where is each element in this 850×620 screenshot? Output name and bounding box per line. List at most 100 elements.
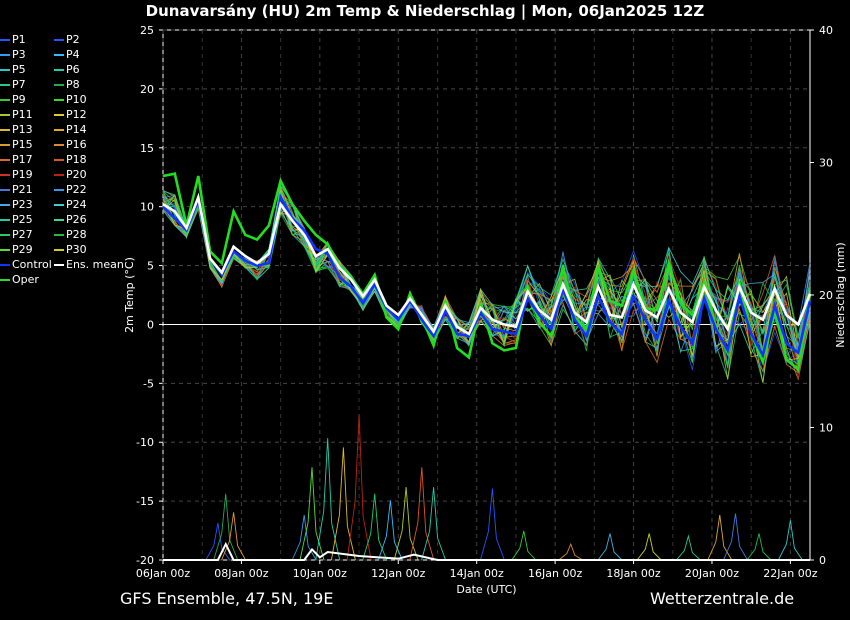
legend-label: Control <box>12 258 52 271</box>
y2-tick-label: 0 <box>819 554 826 567</box>
legend-swatch <box>0 249 10 251</box>
legend-swatch <box>0 99 10 101</box>
x-tick-label: 18Jan 00z <box>606 567 660 580</box>
y-tick-label: -20 <box>136 554 154 567</box>
legend-item: P24 <box>54 197 87 212</box>
precip-member-line <box>315 438 341 561</box>
y-tick-label: -15 <box>136 495 154 508</box>
y-tick-label: 15 <box>140 142 154 155</box>
legend-label: P13 <box>12 123 33 136</box>
legend-label: P7 <box>12 78 26 91</box>
y2-tick-label: 10 <box>819 422 833 435</box>
legend-label: P14 <box>66 123 87 136</box>
y-tick-label: 5 <box>147 260 154 273</box>
legend-item: P8 <box>54 77 80 92</box>
legend-swatch <box>0 234 10 236</box>
legend-item: P6 <box>54 62 80 77</box>
x-axis-label: Date (UTC) <box>456 583 516 596</box>
legend-item: Ens. mean <box>54 257 124 272</box>
precip-member-line <box>330 447 356 561</box>
precip-member-line <box>213 493 239 561</box>
control-line <box>162 193 812 359</box>
legend-swatch <box>54 39 64 41</box>
y-tick-label: 0 <box>147 318 154 331</box>
legend-label: P9 <box>12 93 26 106</box>
legend-item: P19 <box>0 167 33 182</box>
precip-member-line <box>409 467 435 561</box>
legend-swatch <box>54 174 64 176</box>
precip-member-line <box>636 533 662 561</box>
legend-swatch <box>54 69 64 71</box>
legend-swatch <box>0 69 10 71</box>
legend-swatch <box>54 144 64 146</box>
footer-site: Wetterzentrale.de <box>650 589 795 608</box>
precip-member-line <box>377 500 403 561</box>
member-line <box>162 185 811 371</box>
legend-item: P15 <box>0 137 33 152</box>
precip-mean-line <box>163 541 810 561</box>
legend-item: P5 <box>0 62 26 77</box>
legend-label: P20 <box>66 168 87 181</box>
legend-item: P2 <box>54 32 80 47</box>
legend-swatch <box>0 159 10 161</box>
legend-swatch <box>54 114 64 116</box>
legend-swatch <box>54 264 64 266</box>
legend-swatch <box>54 129 64 131</box>
legend-swatch <box>0 279 10 281</box>
legend-item: P7 <box>0 77 26 92</box>
x-tick-label: 20Jan 00z <box>685 567 739 580</box>
legend-swatch <box>54 189 64 191</box>
x-tick-label: 14Jan 00z <box>450 567 504 580</box>
legend-label: P16 <box>66 138 87 151</box>
member-line <box>162 190 811 383</box>
legend-swatch <box>0 144 10 146</box>
legend-item: P10 <box>54 92 87 107</box>
legend-item: P9 <box>0 92 26 107</box>
y-tick-label: 10 <box>140 201 154 214</box>
precip-member-line <box>479 488 505 561</box>
legend-item: P17 <box>0 152 33 167</box>
y-tick-label: -10 <box>136 436 154 449</box>
legend-item: P16 <box>54 137 87 152</box>
legend-item: P3 <box>0 47 26 62</box>
precip-member-line <box>299 467 325 561</box>
legend-item: P29 <box>0 242 33 257</box>
legend-swatch <box>0 129 10 131</box>
member-line <box>162 197 811 383</box>
legend-label: P10 <box>66 93 87 106</box>
legend-label: P28 <box>66 228 87 241</box>
legend-label: Oper <box>12 273 39 286</box>
legend-swatch <box>0 39 10 41</box>
legend-label: P2 <box>66 33 80 46</box>
legend-swatch <box>0 54 10 56</box>
precip-member-line <box>511 530 537 561</box>
legend-item: P12 <box>54 107 87 122</box>
legend-item: P21 <box>0 182 33 197</box>
legend-label: P1 <box>12 33 26 46</box>
precip-member-line <box>421 487 447 561</box>
legend-item: P27 <box>0 227 33 242</box>
precip-member-line <box>707 514 733 561</box>
oper-line <box>162 172 812 372</box>
legend-item: P22 <box>54 182 87 197</box>
precip-member-line <box>205 522 231 561</box>
legend-label: P19 <box>12 168 33 181</box>
legend-item: P26 <box>54 212 87 227</box>
legend-label: P23 <box>12 198 33 211</box>
legend-label: P17 <box>12 153 33 166</box>
legend-swatch <box>0 114 10 116</box>
y-tick-label: 25 <box>140 24 154 37</box>
legend-label: P21 <box>12 183 33 196</box>
legend-label: P4 <box>66 48 80 61</box>
legend-label: P8 <box>66 78 80 91</box>
legend-label: P11 <box>12 108 33 121</box>
legend-item: P14 <box>54 122 87 137</box>
legend-label: P15 <box>12 138 33 151</box>
legend-item: P18 <box>54 152 87 167</box>
legend-item: P30 <box>54 242 87 257</box>
legend-swatch <box>54 204 64 206</box>
precip-member-line <box>346 414 372 561</box>
legend-item: P11 <box>0 107 33 122</box>
legend-item: P20 <box>54 167 87 182</box>
legend-item: P25 <box>0 212 33 227</box>
